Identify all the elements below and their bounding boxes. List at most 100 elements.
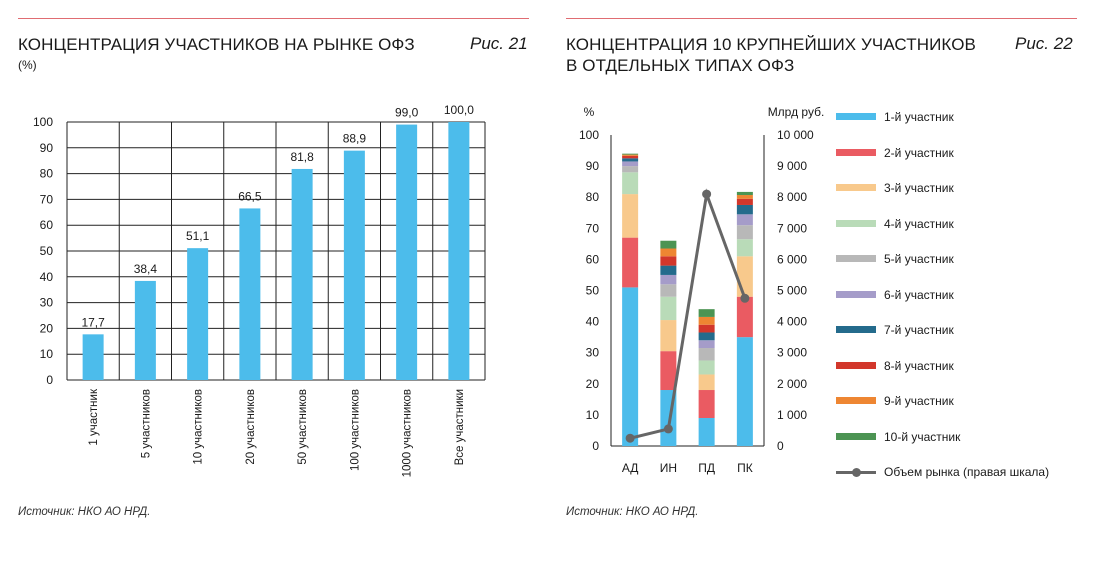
left-y-tick-label: 60 bbox=[40, 218, 54, 232]
legend-swatch bbox=[836, 219, 876, 227]
legend-swatch bbox=[836, 290, 876, 298]
left-x-category-label: 10 участников bbox=[193, 389, 205, 465]
right-stacked-bar-segment bbox=[660, 274, 677, 285]
right-stacked-bar-segment bbox=[660, 284, 677, 297]
legend-label: 2-й участник bbox=[884, 145, 954, 160]
right-stacked-bar-segment bbox=[660, 296, 677, 321]
left-x-category-label: 1000 участников bbox=[402, 389, 414, 477]
right-stacked-bar-segment bbox=[736, 256, 753, 297]
left-chart-title: КОНЦЕНТРАЦИЯ УЧАСТНИКОВ НА РЫНКЕ ОФЗ bbox=[18, 35, 415, 54]
left-bar bbox=[396, 124, 418, 380]
right-market-volume-point bbox=[702, 189, 712, 199]
right-stacked-bar-segment bbox=[660, 265, 677, 275]
right-y-tick-label: 40 bbox=[586, 315, 600, 329]
left-y-tick-label: 50 bbox=[40, 244, 54, 258]
left-bar-value-label: 99,0 bbox=[395, 106, 419, 120]
right-y2-axis-title: Млрд руб. bbox=[768, 105, 825, 119]
left-figure-number: Рис. 21 bbox=[470, 34, 528, 53]
right-stacked-bar-segment bbox=[698, 332, 715, 341]
right-stacked-bar-segment bbox=[622, 153, 639, 155]
right-y-tick-label: 30 bbox=[586, 346, 600, 360]
left-bar bbox=[343, 150, 365, 380]
left-y-tick-label: 0 bbox=[46, 373, 53, 387]
right-stacked-bar-segment bbox=[660, 256, 677, 266]
legend-swatch bbox=[836, 184, 876, 191]
right-stacked-bar-segment bbox=[698, 324, 715, 333]
right-stacked-bar-segment bbox=[660, 351, 677, 391]
legend-label: 3-й участник bbox=[884, 181, 954, 195]
right-chart-title: КОНЦЕНТРАЦИЯ 10 КРУПНЕЙШИХ УЧАСТНИКОВ В … bbox=[566, 35, 976, 75]
left-bar-value-label: 51,1 bbox=[186, 229, 210, 243]
legend-label: 6-й участник bbox=[884, 287, 954, 302]
right-x-category-label: ПК bbox=[737, 461, 753, 475]
right-x-category-label: АД bbox=[622, 461, 639, 475]
legend-label: 5-й участник bbox=[884, 252, 954, 266]
legend-label: 10-й участник bbox=[884, 429, 961, 444]
right-market-volume-point bbox=[740, 293, 750, 303]
right-y-tick-label: 90 bbox=[586, 159, 600, 173]
right-y-tick-label: 100 bbox=[579, 128, 599, 142]
right-stacked-bar-segment bbox=[622, 194, 639, 238]
right-market-volume-point bbox=[625, 433, 635, 443]
right-stacked-bar-segment bbox=[736, 214, 753, 226]
right-y2-tick-label: 7 000 bbox=[777, 221, 807, 235]
left-y-tick-label: 10 bbox=[40, 347, 54, 361]
right-y2-tick-label: 4 000 bbox=[777, 315, 807, 329]
left-bar bbox=[291, 168, 313, 380]
left-y-tick-label: 20 bbox=[40, 321, 54, 335]
right-y-tick-label: 10 bbox=[586, 408, 600, 422]
left-bar-value-label: 81,8 bbox=[290, 150, 314, 164]
legend-label: 4-й участник bbox=[884, 216, 954, 231]
right-y2-tick-label: 8 000 bbox=[777, 190, 807, 204]
right-x-category-label: ПД bbox=[698, 461, 715, 475]
left-bar bbox=[134, 280, 156, 380]
legend-swatch bbox=[836, 397, 876, 404]
left-y-tick-label: 70 bbox=[40, 192, 54, 206]
left-bar-value-label: 100,0 bbox=[444, 103, 474, 117]
right-stacked-bar-segment bbox=[736, 191, 753, 196]
right-stacked-bar-segment bbox=[698, 360, 715, 375]
left-y-tick-label: 100 bbox=[33, 115, 53, 129]
right-stacked-bar-segment bbox=[736, 198, 753, 205]
legend-swatch bbox=[836, 361, 876, 369]
left-y-tick-label: 30 bbox=[40, 296, 54, 310]
left-x-category-label: Все участники bbox=[454, 389, 466, 465]
legend-swatch bbox=[836, 113, 876, 120]
right-stacked-bar-segment bbox=[698, 316, 715, 325]
right-figure-number: Рис. 22 bbox=[1015, 34, 1073, 53]
right-stacked-bar-segment bbox=[622, 161, 639, 167]
right-stacked-bar-segment bbox=[736, 195, 753, 199]
left-bar-value-label: 38,4 bbox=[134, 262, 158, 276]
left-source-note: Источник: НКО АО НРД. bbox=[18, 506, 151, 518]
legend-label: 8-й участник bbox=[884, 358, 954, 373]
left-x-category-label: 5 участников bbox=[140, 389, 152, 458]
left-bar-value-label: 88,9 bbox=[343, 132, 367, 146]
right-stacked-bar-segment bbox=[660, 240, 677, 249]
right-stacked-bar-segment bbox=[622, 155, 639, 159]
right-stacked-bar-segment bbox=[622, 158, 639, 162]
right-stacked-bar-segment bbox=[622, 172, 639, 195]
right-stacked-bar-segment bbox=[736, 225, 753, 240]
left-bar-value-label: 66,5 bbox=[238, 189, 262, 203]
top-rule-left bbox=[18, 18, 529, 19]
left-bar bbox=[187, 248, 209, 380]
right-y2-tick-label: 0 bbox=[777, 439, 784, 453]
left-bar bbox=[448, 122, 470, 380]
right-stacked-bar-segment bbox=[736, 204, 753, 215]
legend-line-marker bbox=[852, 468, 861, 477]
right-y-tick-label: 20 bbox=[586, 377, 600, 391]
right-stacked-bar-segment bbox=[660, 248, 677, 257]
left-x-category-label: 1 участник bbox=[88, 388, 100, 446]
right-stacked-bar-segment bbox=[698, 390, 715, 419]
right-y-tick-label: 80 bbox=[586, 190, 600, 204]
right-stacked-bar-segment bbox=[698, 374, 715, 391]
left-bar bbox=[239, 208, 261, 380]
right-y2-tick-label: 2 000 bbox=[777, 377, 807, 391]
right-stacked-bar-segment bbox=[736, 296, 753, 338]
legend-swatch bbox=[836, 255, 876, 262]
left-x-category-label: 100 участников bbox=[349, 389, 361, 471]
top-rule-right bbox=[566, 18, 1077, 19]
right-y2-tick-label: 6 000 bbox=[777, 252, 807, 266]
left-y-tick-label: 80 bbox=[40, 167, 54, 181]
